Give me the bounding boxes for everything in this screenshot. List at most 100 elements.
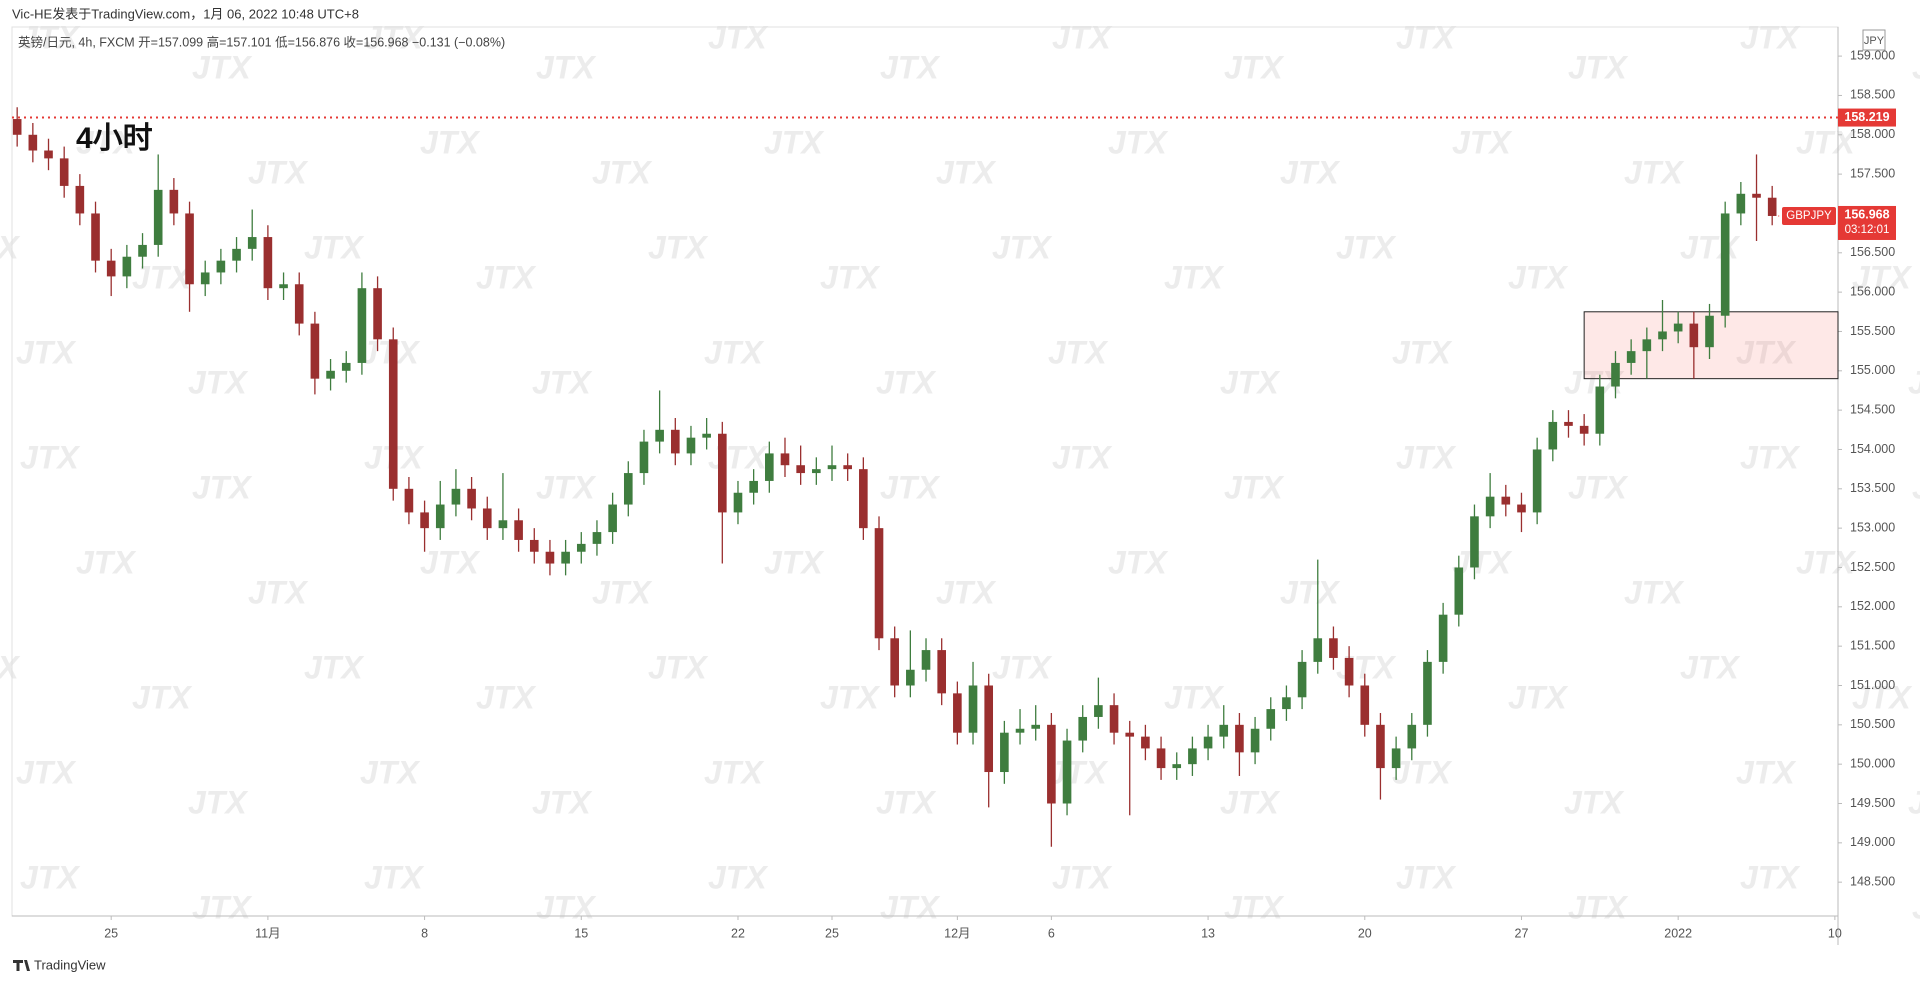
symbol-label: GBPJPY — [1786, 210, 1832, 222]
watermark: JTX — [1164, 679, 1224, 715]
candle-body — [1188, 748, 1197, 765]
y-tick-label: 152.000 — [1850, 599, 1895, 613]
watermark: JTX — [880, 889, 940, 925]
x-tick-label: 8 — [421, 926, 428, 940]
last-price-label: 156.968 — [1844, 207, 1889, 221]
watermark: JTX — [420, 124, 480, 160]
watermark: JTX — [1564, 784, 1624, 820]
candle-body — [1015, 728, 1025, 733]
y-tick-label: 150.500 — [1850, 717, 1895, 731]
watermark: JTX — [1220, 364, 1280, 400]
watermark: JTX — [0, 229, 20, 265]
candle-body — [937, 650, 946, 694]
y-tick-label: 151.500 — [1850, 638, 1895, 652]
candle-body — [1501, 496, 1511, 505]
y-tick-label: 158.500 — [1850, 88, 1895, 102]
candle-body — [1705, 315, 1714, 348]
brand: TradingView — [34, 957, 106, 972]
y-tick-label: 148.500 — [1850, 874, 1895, 888]
candle-body — [1313, 638, 1323, 662]
watermark: JTX — [360, 754, 420, 790]
watermark: JTX — [132, 679, 192, 715]
watermark: JTX — [1624, 574, 1684, 610]
currency: JPY — [1864, 35, 1885, 47]
candle-body — [859, 469, 868, 529]
candle-body — [702, 433, 711, 438]
watermark: JTX — [476, 259, 536, 295]
watermark: JTX — [76, 124, 136, 160]
watermark: JTX — [1568, 469, 1628, 505]
candle-body — [404, 488, 414, 513]
watermark: JTX — [1224, 49, 1284, 85]
candle-body — [326, 370, 335, 379]
candle-body — [780, 453, 790, 466]
watermark: JTX — [364, 19, 424, 55]
candle-body — [1141, 736, 1150, 749]
watermark: JTX — [1568, 49, 1628, 85]
y-tick-label: 156.500 — [1850, 245, 1895, 259]
currency-box — [1862, 29, 1886, 51]
watermark: JTX — [76, 544, 136, 580]
x-tick-label: 20 — [1358, 926, 1372, 940]
watermark: JTX — [764, 124, 824, 160]
watermark: JTX — [16, 754, 76, 790]
watermark: JTX — [20, 859, 80, 895]
candle-body — [1454, 567, 1464, 615]
watermark: JTX — [1396, 859, 1456, 895]
candle-body — [341, 362, 351, 371]
candle-body — [843, 465, 852, 470]
watermark: JTX — [1624, 154, 1684, 190]
watermark: JTX — [876, 364, 936, 400]
candle-body — [1517, 504, 1526, 513]
legend: 英镑/日元, 4h, FXCM 开=157.099 高=157.101 低=15… — [18, 34, 505, 49]
y-tick-label: 153.000 — [1850, 520, 1895, 534]
candle-body — [733, 492, 743, 513]
candle-body — [953, 693, 962, 733]
y-tick-label: 153.500 — [1850, 481, 1895, 495]
candle-body — [1047, 724, 1056, 804]
watermark: JTX — [1392, 334, 1452, 370]
candle-body — [28, 134, 38, 151]
y-tick-label: 159.000 — [1850, 48, 1895, 62]
watermark: JTX — [1396, 19, 1456, 55]
watermark: JTX — [1908, 364, 1920, 400]
candle-body — [1407, 724, 1417, 749]
watermark: JTX — [476, 679, 536, 715]
watermark: JTX — [248, 574, 308, 610]
watermark: JTX — [764, 544, 824, 580]
watermark: JTX — [248, 154, 308, 190]
watermark: JTX — [992, 229, 1052, 265]
watermark: JTX — [188, 784, 248, 820]
candle-body — [1235, 724, 1244, 753]
watermark: JTX — [1852, 679, 1912, 715]
candle-body — [12, 119, 22, 135]
watermark: JTX — [936, 574, 996, 610]
watermark: JTX — [820, 679, 880, 715]
x-tick-label: 11月 — [255, 926, 280, 940]
candle-body — [357, 288, 367, 363]
candle-body — [75, 185, 85, 214]
watermark: JTX — [1736, 334, 1796, 370]
candle-body — [796, 465, 805, 474]
candle-body — [1329, 638, 1338, 658]
watermark: JTX — [648, 229, 708, 265]
candle-body — [1391, 748, 1401, 769]
candle-body — [1673, 323, 1683, 332]
candle-body — [1579, 425, 1589, 434]
candle-body — [827, 465, 837, 470]
y-tick-label: 154.500 — [1850, 402, 1895, 416]
watermark: JTX — [704, 334, 764, 370]
x-tick-label: 13 — [1201, 926, 1215, 940]
watermark: JTX — [708, 439, 768, 475]
watermark: JTX — [1796, 544, 1856, 580]
watermark: JTX — [1280, 154, 1340, 190]
candle-body — [247, 237, 257, 249]
candle-body — [1062, 740, 1072, 804]
candle-body — [1595, 386, 1605, 434]
x-tick-label: 12月 — [944, 926, 970, 940]
watermark: JTX — [1508, 679, 1568, 715]
brand-logo — [13, 960, 30, 971]
watermark: JTX — [364, 859, 424, 895]
watermark: JTX — [532, 784, 592, 820]
watermark: JTX — [592, 154, 652, 190]
